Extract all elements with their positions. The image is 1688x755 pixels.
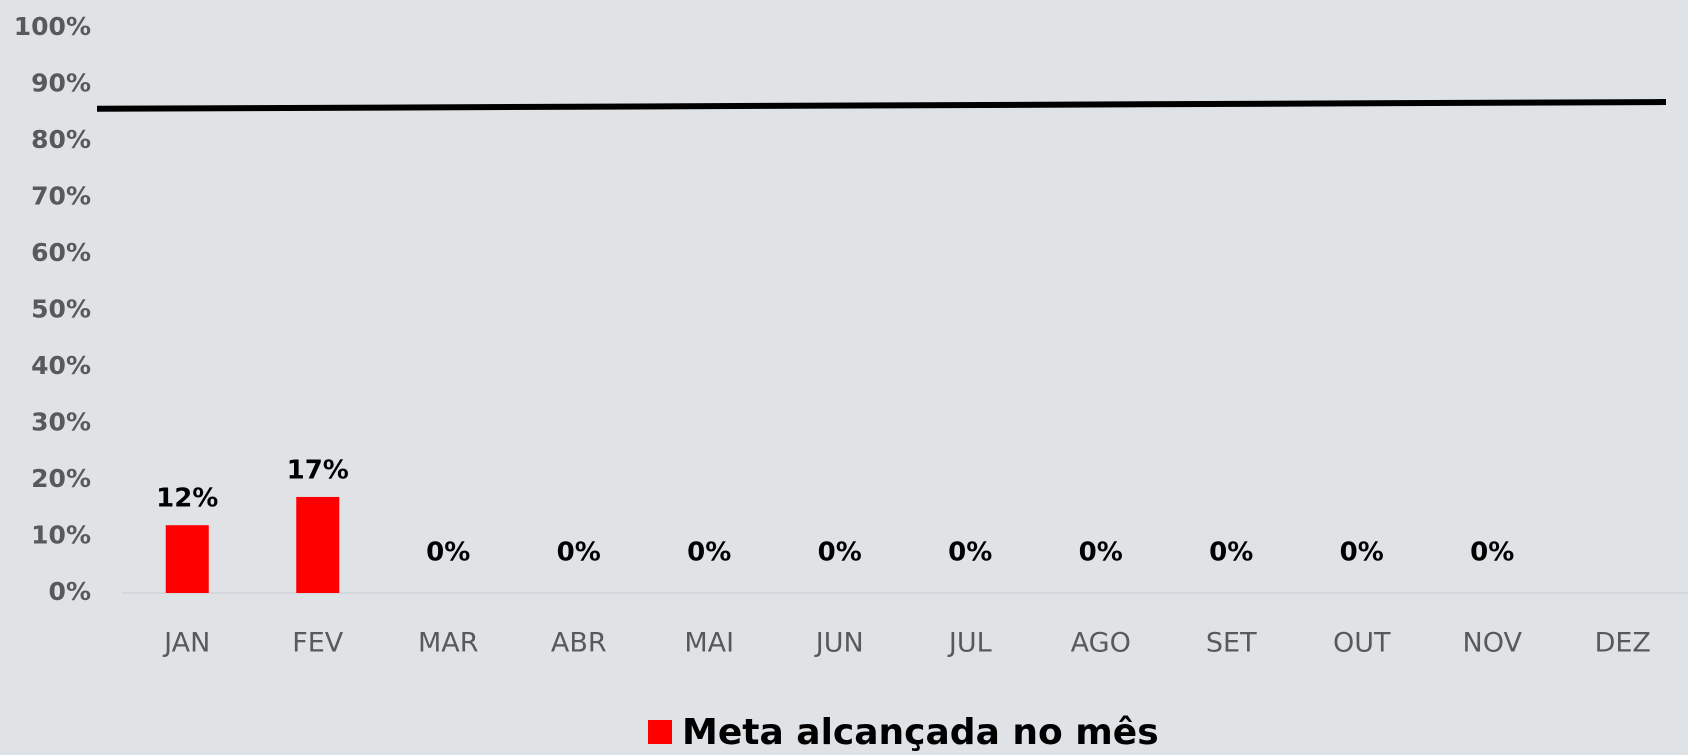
- x-tick-label: FEV: [292, 628, 344, 659]
- x-tick-label: DEZ: [1595, 628, 1651, 659]
- value-label: 0%: [1209, 538, 1253, 568]
- y-tick-label: 20%: [31, 464, 91, 493]
- value-label: 0%: [948, 538, 992, 568]
- y-tick-label: 60%: [31, 238, 91, 267]
- x-tick-label: JUN: [814, 628, 864, 659]
- value-label: 0%: [818, 538, 862, 568]
- y-tick-label: 30%: [31, 408, 91, 437]
- value-label: 0%: [426, 538, 470, 568]
- x-tick-label: MAI: [684, 628, 734, 659]
- x-tick-label: JAN: [162, 628, 210, 659]
- y-tick-label: 10%: [31, 521, 91, 550]
- value-label: 0%: [1340, 538, 1384, 568]
- value-label: 0%: [1470, 538, 1514, 568]
- value-label: 12%: [156, 484, 218, 514]
- x-tick-label: MAR: [418, 628, 479, 659]
- x-tick-label: AGO: [1071, 628, 1131, 659]
- bar: [165, 525, 209, 593]
- value-label: 17%: [287, 455, 349, 485]
- x-tick-label: JUL: [947, 628, 992, 659]
- x-tick-label: ABR: [551, 628, 607, 659]
- value-label: 0%: [557, 538, 601, 568]
- legend-label: Meta alcançada no mês: [682, 712, 1159, 753]
- y-tick-label: 50%: [31, 295, 91, 324]
- value-label: 0%: [687, 538, 731, 568]
- bar: [296, 496, 340, 593]
- target-line: [96, 99, 1667, 112]
- x-tick-label: SET: [1206, 628, 1257, 659]
- y-tick-label: 70%: [31, 182, 91, 211]
- y-tick-label: 40%: [31, 351, 91, 380]
- legend-swatch: [648, 720, 672, 744]
- x-tick-label: NOV: [1463, 628, 1523, 659]
- y-tick-label: 0%: [49, 577, 91, 606]
- y-tick-label: 100%: [14, 12, 91, 41]
- y-tick-label: 90%: [31, 69, 91, 98]
- value-label: 0%: [1079, 538, 1123, 568]
- y-tick-label: 80%: [31, 125, 91, 154]
- x-tick-label: OUT: [1333, 628, 1391, 659]
